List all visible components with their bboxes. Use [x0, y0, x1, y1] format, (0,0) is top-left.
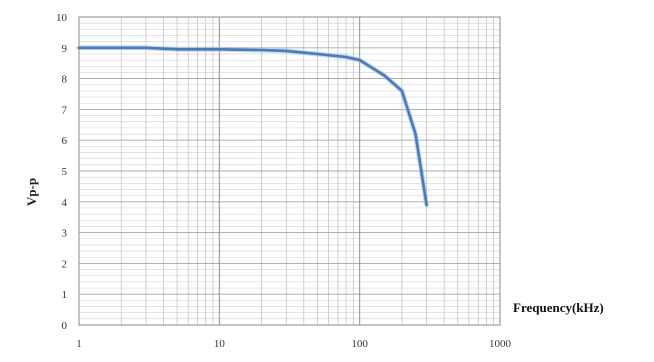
y-tick-label: 8: [62, 74, 68, 86]
x-tick-label: 100: [351, 338, 368, 350]
series-line-glow: [76, 45, 430, 208]
y-tick-label: 6: [62, 135, 68, 147]
y-tick-label: 9: [62, 43, 68, 55]
y-tick-label: 0: [62, 320, 68, 332]
series-layer: [76, 45, 430, 208]
y-tick-label: 1: [62, 289, 68, 301]
x-axis-label: Frequency(kHz): [513, 300, 604, 315]
x-tick-label: 1: [76, 338, 82, 350]
x-tick-labels: 1 10 100 1000: [76, 338, 511, 350]
series-line: [77, 46, 428, 207]
major-grid: [78, 16, 501, 326]
y-tick-label: 4: [62, 197, 68, 209]
y-tick-labels: 0 1 2 3 4 5 6 7 8 9 10: [56, 12, 68, 332]
y-axis-label: Vp-p: [24, 177, 39, 207]
x-tick-label: 10: [214, 338, 226, 350]
y-tick-label: 10: [56, 12, 68, 24]
x-tick-label: 1000: [489, 338, 512, 350]
y-tick-label: 2: [62, 258, 68, 270]
y-tick-label: 5: [62, 166, 68, 178]
plot-frame: [78, 16, 501, 326]
y-tick-label: 7: [62, 104, 68, 116]
y-tick-label: 3: [62, 228, 68, 240]
